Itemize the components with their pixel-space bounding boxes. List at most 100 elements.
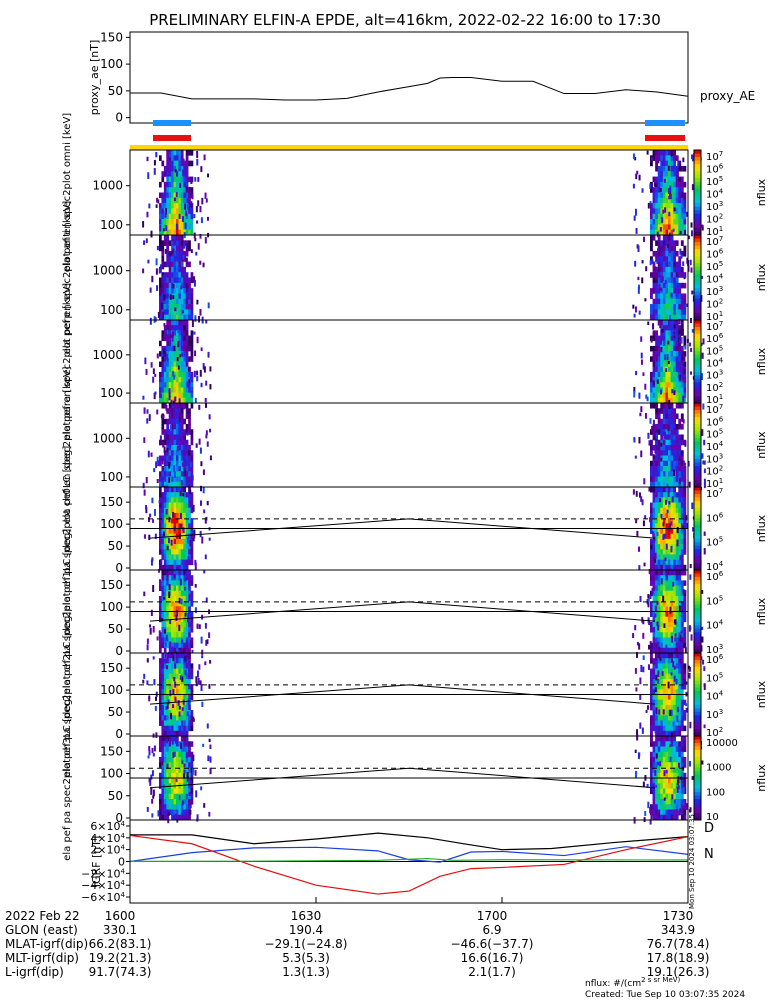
spectrogram-pixel — [683, 309, 687, 315]
spectrogram-pixel — [173, 403, 177, 409]
spectrogram-pixel — [159, 523, 162, 529]
spectrogram-pixel — [668, 266, 671, 273]
spectrogram-pixel — [180, 335, 184, 342]
spectrogram-pixel — [665, 397, 669, 404]
spectrogram-pixel — [171, 767, 174, 774]
spectrogram-pixel — [662, 340, 666, 347]
spectrogram-pixel — [185, 325, 189, 331]
spectrogram-pixel — [675, 330, 679, 336]
spectrogram-pixel — [180, 684, 184, 690]
spectrogram-pixel — [657, 492, 661, 498]
spectrogram-pixel — [652, 627, 656, 633]
colorbar-swatch — [694, 757, 701, 761]
spectrogram-pixel — [163, 397, 167, 404]
spectrogram-pixel — [166, 559, 170, 566]
spectrogram-pixel — [657, 518, 661, 524]
spectrogram-pixel — [652, 314, 656, 321]
spectrogram-pixel — [675, 793, 679, 800]
spectrogram-pixel — [673, 397, 677, 404]
spectrogram-speckle — [639, 693, 642, 700]
spectrogram-pixel — [670, 450, 674, 456]
spectrogram-pixel — [657, 377, 661, 383]
spectrogram-speckle — [635, 687, 638, 692]
spectrogram-pixel — [657, 528, 661, 534]
spectrogram-pixel — [163, 460, 167, 467]
science-zone-bar-red — [645, 135, 685, 141]
spectrogram-pixel — [660, 397, 664, 404]
colorbar-swatch — [694, 361, 701, 366]
spectrogram-pixel — [662, 250, 666, 257]
spectrogram-speckle — [690, 230, 693, 237]
spectrogram-pixel — [178, 208, 182, 215]
spectrogram-pixel — [670, 715, 674, 721]
spectrogram-pixel — [180, 192, 184, 199]
spectrogram-pixel — [670, 261, 674, 268]
spectrogram-speckle — [677, 762, 680, 768]
spectrogram-pixel — [660, 181, 664, 188]
spectrogram-pixel — [173, 429, 177, 435]
spectrogram-pixel — [670, 518, 674, 524]
spectrogram-pixel — [675, 699, 679, 706]
spectrogram-speckle — [656, 259, 659, 265]
spectrogram-speckle — [668, 527, 671, 533]
spectrogram-speckle — [648, 486, 651, 492]
spectrogram-speckle — [165, 404, 168, 411]
spectrogram-speckle — [162, 348, 165, 355]
spectrogram-pixel — [166, 387, 170, 393]
spectrogram-pixel — [680, 538, 684, 545]
spectrogram-pixel — [657, 549, 661, 555]
spectrogram-pixel — [168, 413, 172, 420]
spectrogram-speckle — [145, 505, 148, 509]
spectrogram-pixel — [178, 481, 182, 488]
colorbar-swatch — [694, 576, 701, 581]
colorbar-swatch — [694, 249, 701, 254]
spectrogram-pixel — [183, 549, 187, 555]
spectrogram-speckle — [678, 605, 681, 613]
spectrogram-pixel — [190, 382, 194, 388]
spectrogram-speckle — [148, 414, 151, 421]
spectrogram-speckle — [152, 519, 155, 523]
spectrogram-pixel — [163, 392, 167, 399]
spectrogram-pixel — [660, 736, 664, 742]
spectrogram-pixel — [678, 715, 682, 721]
spectrogram-pixel — [180, 647, 184, 654]
spectrogram-pixel — [168, 502, 172, 509]
spectrogram-pixel — [657, 809, 661, 816]
spectrogram-pixel — [660, 606, 664, 612]
spectrogram-pixel — [680, 450, 684, 456]
spectrogram-pixel — [655, 772, 659, 779]
spectrogram-pixel — [183, 356, 187, 362]
spectrogram-pixel — [680, 413, 684, 420]
spectrogram-pixel — [176, 668, 179, 675]
spectrogram-pixel — [655, 150, 659, 156]
spectrogram-pixel — [163, 725, 167, 732]
spectrogram-speckle — [193, 370, 196, 378]
spectrogram-pixel — [161, 710, 165, 716]
spectrogram-pixel — [660, 725, 664, 732]
spectrogram-pixel — [159, 476, 162, 483]
spectrogram-pixel — [675, 356, 679, 362]
spectrogram-pixel — [176, 429, 179, 435]
spectrogram-pixel — [662, 668, 666, 675]
spectrogram-pixel — [159, 689, 162, 695]
spectrogram-pixel — [168, 320, 172, 326]
spectrogram-speckle — [175, 192, 178, 198]
spectrogram-pixel — [657, 250, 661, 257]
spectrogram-pixel — [683, 293, 687, 300]
spectrogram-speckle — [168, 251, 171, 257]
spectrogram-pixel — [665, 282, 669, 289]
spectrogram-pixel — [171, 476, 174, 483]
spectrogram-pixel — [673, 762, 677, 768]
spectrogram-pixel — [673, 382, 677, 388]
spectrogram-pixel — [171, 725, 174, 732]
spectrogram-pixel — [678, 544, 682, 550]
spectrogram-pixel — [185, 595, 189, 602]
spectrogram-pixel — [176, 606, 179, 612]
spectrogram-pixel — [668, 445, 671, 451]
footer-row-value: 1630 — [291, 909, 322, 923]
spectrogram-pixel — [190, 450, 194, 456]
spectrogram-pixel — [185, 559, 189, 566]
spectrogram-pixel — [662, 403, 666, 409]
spectrogram-pixel — [650, 778, 653, 784]
spectrogram-speckle — [670, 545, 673, 553]
